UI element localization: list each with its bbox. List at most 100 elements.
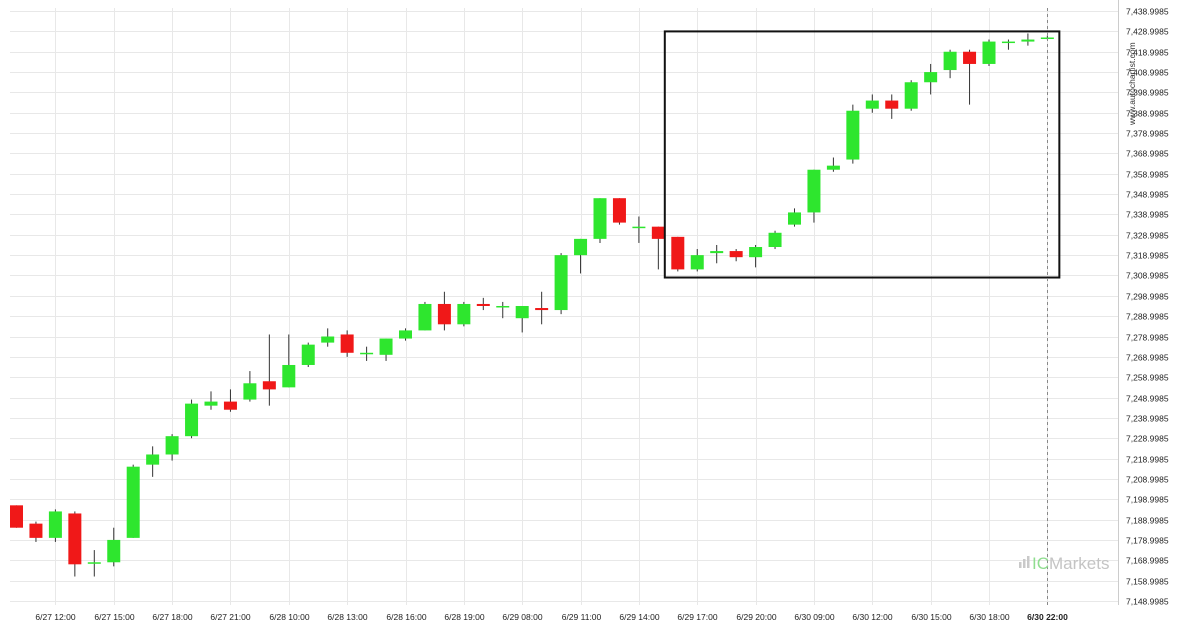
candle [1001, 39, 1015, 50]
candle-body-up [554, 255, 568, 311]
candle [87, 550, 101, 577]
candle [690, 249, 704, 272]
candle [126, 464, 140, 538]
candle [788, 208, 801, 227]
candle-body-up [826, 165, 840, 170]
x-tick-label: 6/30 09:00 [794, 612, 834, 622]
candle [865, 94, 879, 113]
candle-body-down [729, 251, 743, 258]
candle [1021, 33, 1035, 46]
y-tick-label: 7,288.9985 [1126, 312, 1169, 322]
candle-body-up [301, 344, 315, 365]
candle [340, 330, 354, 357]
y-tick-label: 7,208.9985 [1126, 475, 1169, 485]
x-tick-label: 6/30 22:00 [1027, 612, 1068, 622]
candle-body-up [243, 383, 257, 400]
candle [593, 198, 607, 243]
candle-body-down [68, 513, 82, 565]
candle [574, 238, 588, 274]
candle [301, 342, 315, 368]
candle-body-up [690, 255, 704, 270]
brand-name: Markets [1049, 554, 1109, 573]
candle-body-up [865, 100, 879, 109]
candle [807, 169, 821, 223]
candle-body-down [885, 100, 899, 109]
candle-body-up [943, 51, 957, 71]
y-tick-label: 7,378.9985 [1126, 129, 1169, 139]
candle [146, 446, 160, 477]
candle [379, 338, 393, 361]
candle-body-up [982, 41, 996, 64]
y-tick-label: 7,168.9985 [1126, 556, 1169, 566]
x-tick-label: 6/29 20:00 [736, 612, 776, 622]
y-tick-label: 7,178.9985 [1126, 536, 1169, 546]
candle [943, 49, 957, 79]
x-tick-label: 6/28 10:00 [269, 612, 309, 622]
candle [515, 305, 529, 333]
candle-body-up [846, 110, 860, 160]
grid-lines [10, 8, 1118, 605]
candle [185, 399, 199, 439]
candle-body-up [399, 330, 412, 339]
x-tick-label: 6/29 14:00 [619, 612, 659, 622]
candle [437, 291, 451, 331]
candle-body-up [515, 305, 529, 319]
candle [612, 198, 626, 225]
x-tick-label: 6/29 17:00 [677, 612, 717, 622]
candle-body-down [29, 523, 43, 538]
candles [10, 33, 1054, 577]
candle [10, 505, 23, 528]
y-tick-label: 7,148.9985 [1126, 597, 1169, 607]
candle [223, 389, 237, 412]
x-tick-label: 6/27 12:00 [35, 612, 75, 622]
candle-body-down [535, 308, 549, 311]
candle-body-up [146, 454, 160, 465]
y-tick-label: 7,238.9985 [1126, 414, 1169, 424]
candle-body-up [749, 247, 763, 258]
candle [48, 509, 62, 542]
candle-body-up [48, 511, 62, 538]
candle [846, 104, 860, 164]
y-tick-label: 7,228.9985 [1126, 434, 1169, 444]
candle-body-up [1001, 41, 1015, 44]
watermark-text: www.autochartist.com [1127, 42, 1137, 126]
x-tick-label: 6/27 18:00 [152, 612, 192, 622]
candle [885, 94, 899, 119]
candle [476, 297, 490, 311]
candle-body-up [593, 198, 607, 239]
candle-body-up [321, 336, 335, 343]
candle-body-up [457, 303, 471, 325]
candle-body-up [418, 303, 432, 331]
candle [165, 434, 179, 461]
brand-bars-icon [1019, 556, 1030, 568]
candle [418, 301, 432, 331]
candle [535, 291, 549, 325]
y-tick-label: 7,348.9985 [1126, 190, 1169, 200]
y-tick-label: 7,308.9985 [1126, 271, 1169, 281]
x-axis: 6/27 12:00 6/27 15:00 6/27 18:00 6/27 21:00… [35, 612, 1068, 622]
brand-logo-text: ICMarkets [1032, 554, 1109, 573]
candle-body-up [185, 403, 199, 437]
x-tick-label: 6/28 16:00 [386, 612, 426, 622]
candle-body-up [768, 232, 782, 248]
candle [671, 236, 685, 272]
candle-body-down [340, 334, 354, 353]
pattern-overlay [663, 8, 1061, 605]
candle-body-up [632, 226, 646, 229]
y-tick-label: 7,328.9985 [1126, 231, 1169, 241]
candle [651, 226, 665, 270]
candle-body-up [807, 169, 821, 213]
candle-body-up [924, 72, 938, 83]
candle-body-up [904, 82, 918, 109]
candle [457, 301, 471, 327]
candle-body-up [282, 364, 296, 388]
y-tick-label: 7,428.9985 [1126, 27, 1169, 37]
x-tick-label: 6/29 08:00 [502, 612, 542, 622]
y-tick-label: 7,358.9985 [1126, 170, 1169, 180]
brand-prefix: IC [1032, 554, 1049, 573]
candle [924, 63, 938, 95]
y-tick-label: 7,218.9985 [1126, 455, 1169, 465]
candle-body-up [788, 212, 801, 225]
candle [963, 49, 977, 105]
